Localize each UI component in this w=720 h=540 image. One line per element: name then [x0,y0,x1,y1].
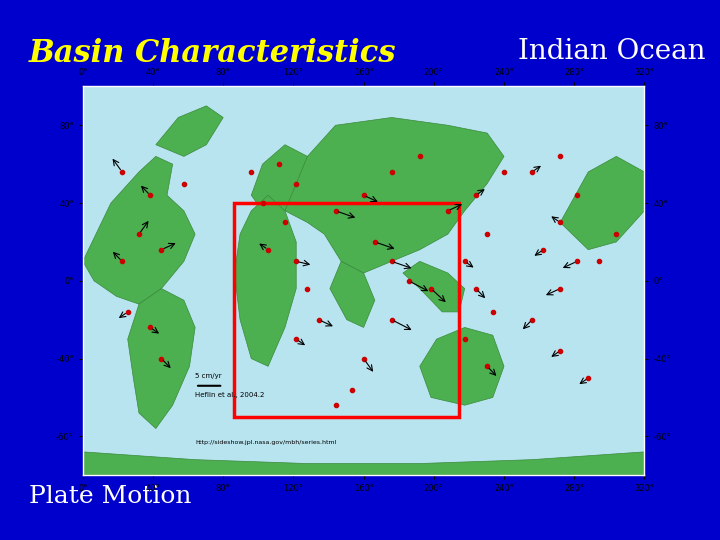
Polygon shape [560,157,644,249]
Polygon shape [156,106,223,157]
Polygon shape [251,145,319,211]
Polygon shape [235,195,296,366]
Polygon shape [83,157,195,304]
Bar [235,203,459,417]
Text: Plate Motion: Plate Motion [29,484,192,508]
Polygon shape [83,452,644,475]
Text: Heflin et al., 2004.2: Heflin et al., 2004.2 [195,393,264,399]
Text: Indian Ocean: Indian Ocean [518,38,706,65]
Text: http://sideshow.jpl.nasa.gov/mbh/series.html: http://sideshow.jpl.nasa.gov/mbh/series.… [195,440,336,445]
Polygon shape [420,327,504,405]
Text: Basin Characteristics: Basin Characteristics [29,38,396,69]
Polygon shape [285,118,504,273]
Polygon shape [330,261,375,327]
Text: 5 cm/yr: 5 cm/yr [195,373,222,379]
Polygon shape [403,261,464,312]
Polygon shape [127,288,195,429]
